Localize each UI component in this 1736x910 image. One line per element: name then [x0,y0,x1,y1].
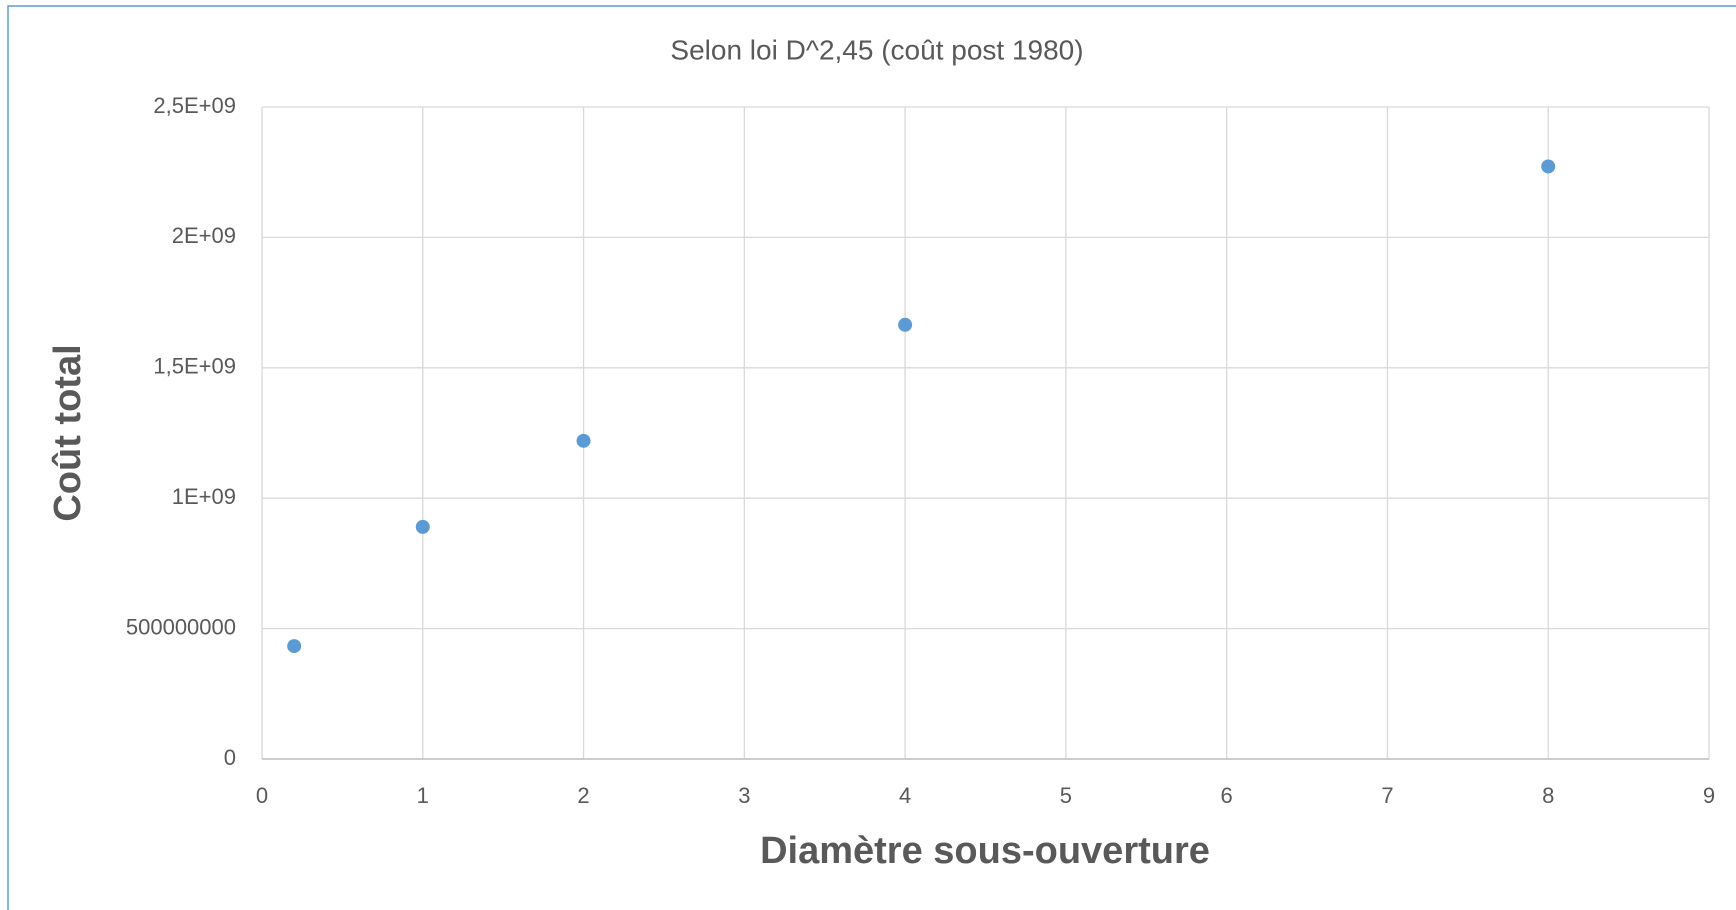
x-axis-title: Diamètre sous-ouverture [760,830,1210,872]
y-tick-label: 2E+09 [172,223,236,248]
x-tick-label: 5 [1060,783,1072,808]
y-tick-label: 2,5E+09 [153,93,236,118]
x-tick-label: 2 [577,783,589,808]
x-tick-label: 4 [899,783,911,808]
x-tick-label: 7 [1381,783,1393,808]
x-tick-label: 1 [417,783,429,808]
x-tick-label: 9 [1703,783,1715,808]
y-tick-label: 1,5E+09 [153,354,236,379]
x-tick-label: 6 [1221,783,1233,808]
point [415,519,430,534]
chart-title: Selon loi D^2,45 (coût post 1980) [670,34,1083,65]
chart-border [7,5,1736,910]
y-tick-label: 500000000 [126,614,236,639]
x-tick-label: 0 [256,783,268,808]
point [1541,159,1556,174]
point [898,317,913,332]
y-axis-title: Coût total [47,344,89,521]
point [576,433,591,448]
x-tick-label: 3 [738,783,750,808]
y-tick-label: 0 [224,745,236,770]
y-tick-label: 1E+09 [172,484,236,509]
x-tick-label: 8 [1542,783,1554,808]
point [287,639,302,654]
